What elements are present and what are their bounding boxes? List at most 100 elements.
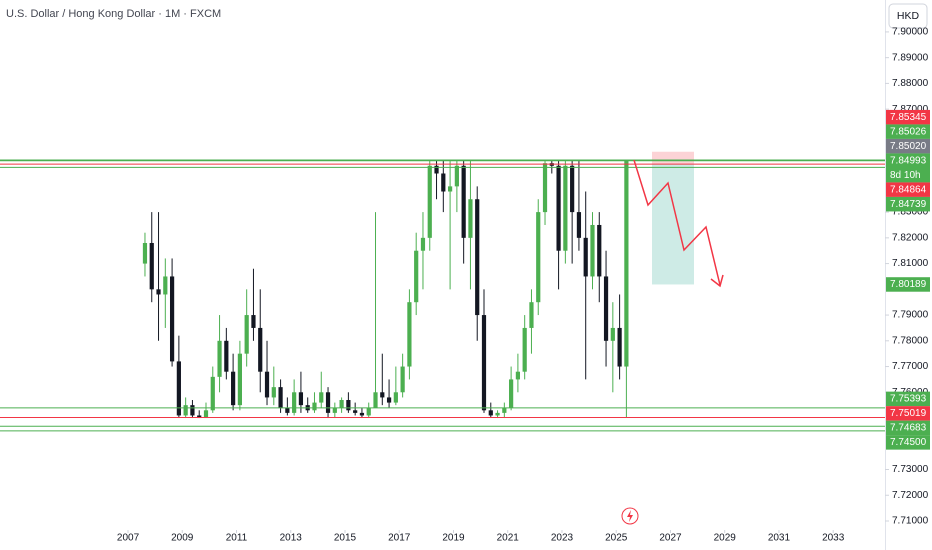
x-tick-label: 2019 [442, 533, 465, 544]
candle-body [603, 276, 609, 341]
x-tick-label: 2023 [551, 533, 574, 544]
candle-body [237, 353, 242, 406]
candle-body [312, 402, 317, 411]
candle-body [319, 392, 324, 403]
position-target-zone [652, 164, 694, 285]
currency-label[interactable]: HKD [897, 10, 920, 22]
candle-body [454, 165, 459, 187]
x-tick-label: 2015 [334, 533, 357, 544]
candle-body [258, 327, 263, 372]
price-label-bg [886, 391, 930, 407]
candle-body [142, 242, 148, 264]
candle-body [563, 165, 568, 251]
plot [0, 151, 885, 432]
candle-body [210, 376, 215, 411]
y-tick-label: 7.71000 [892, 516, 929, 527]
price-label: 7.74683 [890, 423, 927, 434]
price-countdown: 8d 10h [890, 170, 921, 181]
candle-body [556, 165, 561, 251]
candle-body [183, 405, 188, 416]
candle-body [407, 302, 412, 367]
y-tick-label: 7.89000 [892, 52, 929, 63]
candle-body [624, 160, 629, 367]
candle-body [264, 371, 270, 398]
candle-body [509, 379, 514, 408]
candle-body [434, 165, 439, 174]
candle-body [332, 407, 337, 413]
candle-body [461, 165, 466, 238]
icon-circle[interactable] [621, 507, 639, 525]
y-tick-label: 7.72000 [892, 490, 929, 501]
icon-bolt[interactable] [627, 510, 633, 522]
candle-body [156, 289, 161, 295]
x-tick-label: 2031 [768, 533, 791, 544]
candle-body [427, 165, 432, 238]
price-label-bg [886, 124, 930, 139]
candle-body [353, 410, 358, 413]
candle-body [515, 371, 521, 380]
price-label: 7.74500 [890, 437, 927, 448]
price-label-bg [886, 196, 930, 212]
candle-body [441, 173, 446, 192]
candle-body [386, 397, 392, 403]
y-tick-label: 7.87000 [892, 104, 929, 115]
candle-body [176, 361, 181, 416]
x-tick-label: 2007 [117, 533, 140, 544]
candle-body [373, 392, 378, 408]
x-tick-label: 2013 [280, 533, 303, 544]
candle-body [420, 237, 426, 251]
candle-body [570, 165, 575, 213]
price-label: 7.85345 [890, 112, 927, 123]
price-label-bg [886, 182, 930, 197]
candle-body [488, 410, 493, 416]
price-label: 7.84864 [890, 184, 927, 195]
candle-body [475, 199, 480, 316]
candle-body [583, 237, 588, 277]
candle-body [610, 327, 615, 341]
candle-body [617, 327, 622, 367]
candle-body [529, 302, 534, 328]
position-stop-zone [652, 151, 694, 165]
x-tick-label: 2027 [659, 533, 682, 544]
y-tick-label: 7.77000 [892, 361, 929, 372]
candle-body [163, 276, 168, 295]
candle-body [339, 400, 344, 408]
price-label: 7.75019 [890, 408, 927, 419]
price-label-bg [886, 406, 930, 421]
y-tick-label: 7.90000 [892, 27, 929, 38]
price-label: 7.85020 [890, 141, 927, 152]
price-label: 7.80189 [890, 279, 927, 290]
candle-body [271, 387, 276, 398]
price-label-bg [886, 138, 930, 154]
y-tick-label: 7.82000 [892, 232, 929, 243]
candle-body [468, 199, 473, 238]
candle-body [169, 276, 175, 362]
candle-body [590, 224, 595, 277]
candle-body [190, 405, 195, 416]
x-tick-label: 2029 [714, 533, 737, 544]
candle-body [292, 392, 297, 413]
lightning-icon[interactable] [621, 507, 639, 525]
candle-body [149, 242, 154, 290]
candle-body [244, 315, 249, 354]
candle-body [298, 392, 304, 406]
candle-body [224, 340, 229, 372]
price-label: 7.85026 [890, 126, 927, 137]
candle-body [597, 224, 602, 277]
price-label-bg [886, 435, 930, 450]
price-label-bg [886, 420, 930, 436]
candle-body [325, 392, 331, 413]
candle-body [366, 407, 371, 416]
candle-body [380, 392, 385, 398]
price-label-bg [886, 153, 930, 183]
y-tick-label: 7.79000 [892, 310, 929, 321]
price-label-bg [886, 109, 930, 125]
candle-body [231, 371, 236, 406]
currency-button[interactable] [888, 3, 928, 29]
x-tick-label: 2025 [605, 533, 628, 544]
y-tick-label: 7.81000 [892, 258, 929, 269]
candle-body [285, 407, 290, 413]
x-tick-label: 2017 [388, 533, 411, 544]
